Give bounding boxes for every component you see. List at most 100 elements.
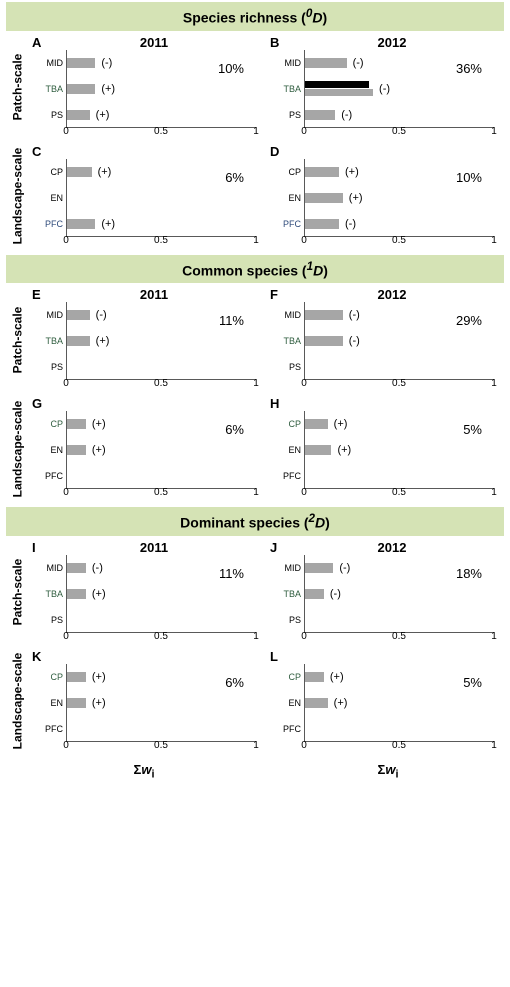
y-axis-label: Landscape-scale — [10, 400, 24, 497]
bars-area: MID(-)TBA(+)PS — [66, 555, 256, 633]
bar-row: PS — [305, 609, 494, 631]
chart-panel: L5%CP(+)EN(+)PFC00.51 — [266, 647, 504, 756]
panel-year: 2011 — [46, 35, 262, 50]
sign-label: (-) — [341, 109, 352, 121]
x-tick: 1 — [491, 378, 497, 389]
bars-area: MID(-)TBA(-)PS(-) — [304, 50, 494, 128]
sign-label: (+) — [98, 166, 112, 178]
category-label: CP — [33, 167, 63, 177]
category-label: EN — [271, 445, 301, 455]
bar-row: PS — [67, 356, 256, 378]
sign-label: (-) — [345, 218, 356, 230]
x-tick: 0.5 — [392, 126, 406, 137]
x-tick: 1 — [491, 126, 497, 137]
panel-year: 2011 — [46, 287, 262, 302]
panel-letter: C — [32, 144, 46, 159]
sign-label: (-) — [353, 57, 364, 69]
bar-row: EN(+) — [305, 187, 494, 209]
chart-panel: I201111%MID(-)TBA(+)PS00.51 — [28, 538, 266, 647]
bar-row: EN(+) — [305, 439, 494, 461]
chart-panel: K6%CP(+)EN(+)PFC00.51 — [28, 647, 266, 756]
x-tick: 0.5 — [154, 235, 168, 246]
panel-letter: J — [270, 540, 284, 555]
bar-row: PS — [305, 356, 494, 378]
category-label: EN — [33, 445, 63, 455]
bars-area: CP(+)ENPFC(+) — [66, 159, 256, 237]
x-tick: 1 — [253, 126, 259, 137]
bar — [67, 219, 95, 229]
x-tick: 0 — [63, 126, 69, 137]
section-header: Species richness (0D) — [6, 2, 504, 31]
bar-row: TBA(-) — [305, 583, 494, 605]
x-tick: 0 — [301, 126, 307, 137]
bar — [305, 81, 369, 88]
x-tick: 0.5 — [154, 126, 168, 137]
bar — [67, 589, 86, 599]
bar-row: TBA(-) — [305, 330, 494, 352]
bar-row: MID(-) — [305, 557, 494, 579]
panel-year: 2011 — [46, 540, 262, 555]
category-label: PS — [33, 615, 63, 625]
x-tick: 0.5 — [392, 487, 406, 498]
x-ticks: 00.51 — [66, 380, 256, 394]
category-label: MID — [271, 563, 301, 573]
sign-label: (-) — [96, 309, 107, 321]
bar-row: PS — [67, 609, 256, 631]
bar — [67, 167, 92, 177]
x-tick: 0.5 — [154, 740, 168, 751]
x-tick: 0.5 — [154, 487, 168, 498]
bars-area: CP(+)EN(+)PFC(-) — [304, 159, 494, 237]
sign-label: (-) — [339, 562, 350, 574]
x-ticks: 00.51 — [66, 633, 256, 647]
sign-label: (+) — [92, 671, 106, 683]
sign-label: (+) — [330, 671, 344, 683]
x-tick: 0.5 — [154, 378, 168, 389]
panel-letter: A — [32, 35, 46, 50]
section-header: Dominant species (2D) — [6, 507, 504, 536]
panel-letter: L — [270, 649, 284, 664]
panel-row: Landscape-scaleC6%CP(+)ENPFC(+)00.51D10%… — [6, 142, 504, 251]
x-tick: 1 — [491, 235, 497, 246]
section-group: Patch-scaleA201110%MID(-)TBA(+)PS(+)00.5… — [6, 33, 504, 251]
x-ticks: 00.51 — [66, 128, 256, 142]
bar-row: PS(+) — [67, 104, 256, 126]
category-label: PFC — [33, 471, 63, 481]
bar-row: CP(+) — [67, 666, 256, 688]
chart-panel: B201236%MID(-)TBA(-)PS(-)00.51 — [266, 33, 504, 142]
category-label: PFC — [271, 471, 301, 481]
x-tick: 0.5 — [392, 235, 406, 246]
category-label: TBA — [33, 589, 63, 599]
x-ticks: 00.51 — [304, 489, 494, 503]
section-group: Patch-scaleE201111%MID(-)TBA(+)PS00.51F2… — [6, 285, 504, 503]
bar — [305, 193, 343, 203]
category-label: PFC — [271, 219, 301, 229]
bar — [305, 563, 333, 573]
bar — [67, 310, 90, 320]
x-tick: 1 — [491, 740, 497, 751]
chart-panel: G6%CP(+)EN(+)PFC00.51 — [28, 394, 266, 503]
panel-letter: G — [32, 396, 46, 411]
category-label: EN — [271, 698, 301, 708]
bar — [67, 563, 86, 573]
section-header: Common species (1D) — [6, 255, 504, 284]
bar-row: EN(+) — [67, 439, 256, 461]
x-tick: 0.5 — [392, 378, 406, 389]
category-label: EN — [33, 698, 63, 708]
x-tick: 0 — [301, 631, 307, 642]
panel-letter: E — [32, 287, 46, 302]
bar — [67, 698, 86, 708]
bar-row: TBA(+) — [67, 78, 256, 100]
bar — [67, 336, 90, 346]
bars-area: CP(+)EN(+)PFC — [66, 411, 256, 489]
x-tick: 1 — [253, 378, 259, 389]
x-ticks: 00.51 — [66, 237, 256, 251]
sign-label: (+) — [92, 418, 106, 430]
bar-row: CP(+) — [305, 413, 494, 435]
x-axis-label: Σwi — [22, 760, 266, 787]
panel-year: 2012 — [284, 35, 500, 50]
bar — [305, 167, 339, 177]
panel-letter: I — [32, 540, 46, 555]
bar — [67, 672, 86, 682]
sign-label: (-) — [349, 309, 360, 321]
bar — [305, 336, 343, 346]
